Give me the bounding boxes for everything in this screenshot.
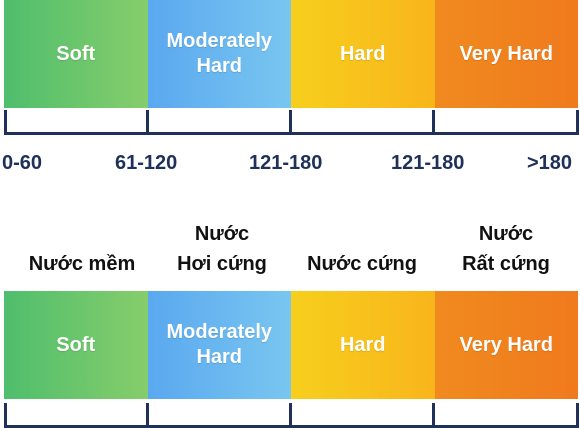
- vietnamese-label-line: Nước: [478, 223, 534, 245]
- bottom-segment-moderately-hard: Moderately Hard: [147, 291, 291, 399]
- bottom-axis-tick: [576, 403, 579, 428]
- top-segment-hard: Hard: [291, 0, 435, 108]
- bottom-axis-tick: [146, 403, 149, 428]
- top-segment-soft-label: Soft: [56, 42, 96, 65]
- top-axis-tick: [146, 110, 149, 135]
- top-axis-tick: [576, 110, 579, 135]
- bottom-segment-moderately-hard-label: Moderately Hard: [166, 321, 273, 368]
- top-axis-tick: [4, 110, 7, 135]
- top-segment-hard-label: Hard: [339, 42, 386, 65]
- vietnamese-label-line: Rất cứng: [462, 253, 550, 275]
- bottom-segment-very-hard: Very Hard: [434, 291, 578, 399]
- range-label-hard: 121-180: [249, 152, 323, 174]
- top-axis-tick: [432, 110, 435, 135]
- vietnamese-label-moderately-hard: Nước Hơi cứng: [142, 219, 302, 279]
- vietnamese-label-soft: Nước mềm: [2, 249, 162, 279]
- vietnamese-label-very-hard: Nước Rất cứng: [426, 219, 580, 279]
- bottom-segment-very-hard-label: Very Hard: [459, 333, 553, 356]
- vietnamese-label-line: Nước cứng: [307, 253, 417, 275]
- top-segment-soft: Soft: [4, 0, 148, 108]
- range-label-moderate: 61-120: [115, 152, 178, 174]
- bottom-segment-hard-label: Hard: [339, 333, 386, 356]
- top-segment-moderately-hard-label: Moderately Hard: [166, 30, 273, 77]
- range-label-soft: 0-60: [2, 152, 43, 174]
- bottom-segment-hard: Hard: [291, 291, 435, 399]
- bottom-hardness-bar: Soft Moderately Hard Hard Very Hard: [4, 291, 578, 399]
- top-segment-moderately-hard: Moderately Hard: [147, 0, 291, 108]
- top-segment-very-hard-label: Very Hard: [459, 42, 553, 65]
- bottom-axis-tick: [4, 403, 7, 428]
- range-label-very-hard: 121-180: [391, 152, 465, 174]
- vietnamese-label-hard: Nước cứng: [282, 249, 442, 279]
- top-hardness-bar: Soft Moderately Hard Hard Very Hard: [4, 0, 578, 108]
- bottom-axis-tick: [432, 403, 435, 428]
- range-label-max: >180: [527, 152, 573, 174]
- vietnamese-label-line: Nước mềm: [28, 253, 136, 275]
- vietnamese-label-line: Hơi cứng: [177, 253, 267, 275]
- bottom-axis-tick: [289, 403, 292, 428]
- vietnamese-label-line: Nước: [194, 223, 250, 245]
- bottom-segment-soft: Soft: [4, 291, 148, 399]
- bottom-segment-soft-label: Soft: [56, 333, 96, 356]
- top-segment-very-hard: Very Hard: [434, 0, 578, 108]
- top-axis-tick: [289, 110, 292, 135]
